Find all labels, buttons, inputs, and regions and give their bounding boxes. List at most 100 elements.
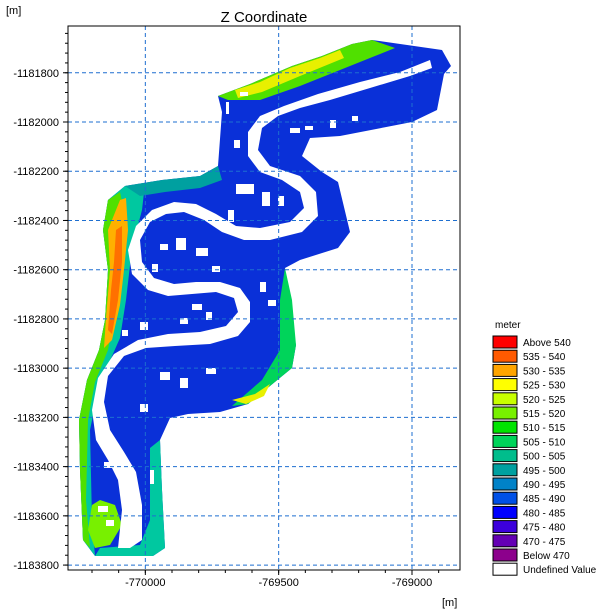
legend-swatch bbox=[492, 520, 518, 534]
legend-label: Undefined Value bbox=[523, 565, 597, 576]
legend-swatch bbox=[492, 449, 518, 463]
legend-label: 530 - 535 bbox=[523, 366, 566, 377]
bank-band-northwest bbox=[125, 166, 222, 196]
legend-label: 510 - 515 bbox=[523, 423, 566, 434]
y-tick-label: -1183200 bbox=[13, 412, 59, 424]
y-tick-label: -1182800 bbox=[13, 314, 59, 326]
building bbox=[236, 184, 254, 194]
legend-label: Below 470 bbox=[523, 551, 570, 562]
legend-label: 535 - 540 bbox=[523, 352, 566, 363]
x-tick-label: -769500 bbox=[258, 577, 298, 589]
legend-swatch bbox=[492, 548, 518, 562]
building bbox=[122, 330, 128, 336]
building bbox=[330, 120, 336, 128]
x-tick-label: -770000 bbox=[125, 577, 165, 589]
y-tick-labels: -1181800 -1182000 -1182200 -1182400 -1182600… bbox=[13, 68, 59, 572]
building bbox=[180, 378, 188, 388]
y-tick-label: -1182600 bbox=[13, 265, 59, 277]
legend-label: 495 - 500 bbox=[523, 466, 566, 477]
legend-swatch bbox=[492, 363, 518, 377]
building bbox=[160, 372, 170, 380]
legend-swatch bbox=[492, 392, 518, 406]
building bbox=[212, 266, 220, 272]
bank-band-west bbox=[79, 184, 145, 556]
plot-area: -1181800 -1182000 -1182200 -1182400 -1182600… bbox=[13, 25, 461, 589]
building bbox=[262, 192, 270, 206]
legend-label: 515 - 520 bbox=[523, 409, 566, 420]
legend-label: 525 - 530 bbox=[523, 381, 566, 392]
building bbox=[140, 404, 148, 412]
y-tick-label: -1183000 bbox=[13, 363, 59, 375]
y-tick-label: -1181800 bbox=[13, 68, 59, 80]
river-undefined bbox=[92, 60, 432, 548]
legend-label: 520 - 525 bbox=[523, 395, 566, 406]
legend-swatch bbox=[492, 420, 518, 434]
legend-swatch bbox=[492, 406, 518, 420]
building bbox=[150, 470, 154, 484]
bank-band-south bbox=[95, 440, 165, 556]
bank-band-north-yellow bbox=[235, 50, 344, 98]
building-footprints bbox=[98, 92, 358, 526]
legend-label: Above 540 bbox=[523, 338, 571, 349]
plot-frame bbox=[67, 25, 461, 571]
bank-band-south-green bbox=[88, 500, 122, 548]
building bbox=[234, 140, 240, 148]
building bbox=[106, 520, 114, 526]
building bbox=[140, 322, 148, 330]
legend-swatch bbox=[492, 477, 518, 491]
building bbox=[192, 304, 202, 310]
legend-swatch bbox=[492, 505, 518, 519]
terrain-map bbox=[79, 40, 451, 556]
building bbox=[104, 462, 112, 468]
building bbox=[290, 128, 300, 133]
chart-title: Z Coordinate bbox=[221, 9, 308, 26]
building bbox=[180, 318, 188, 324]
building bbox=[98, 506, 108, 512]
building bbox=[228, 210, 234, 222]
bank-band-west-peak bbox=[108, 226, 122, 334]
legend-label: 470 - 475 bbox=[523, 537, 566, 548]
legend-swatch bbox=[492, 491, 518, 505]
legend-title: meter bbox=[495, 320, 521, 331]
y-tick-label: -1182000 bbox=[13, 117, 59, 129]
building bbox=[240, 92, 248, 96]
building bbox=[226, 102, 229, 114]
building bbox=[260, 282, 266, 292]
legend-label: 490 - 495 bbox=[523, 480, 566, 491]
legend-label: 475 - 480 bbox=[523, 523, 566, 534]
legend-label: 485 - 490 bbox=[523, 494, 566, 505]
legend-label: 505 - 510 bbox=[523, 437, 566, 448]
building bbox=[176, 238, 186, 250]
legend-swatch bbox=[492, 434, 518, 448]
building bbox=[278, 196, 284, 206]
building bbox=[305, 126, 313, 130]
legend-swatch bbox=[492, 463, 518, 477]
y-axis-unit: [m] bbox=[6, 5, 21, 17]
legend-swatch bbox=[492, 335, 518, 349]
legend-label: 500 - 505 bbox=[523, 452, 566, 463]
legend: meter Above 540 535 - 540 530 - 535 525 - 5… bbox=[492, 320, 597, 576]
building bbox=[352, 116, 358, 121]
x-tick-labels: -770000 -769500 -769000 bbox=[125, 577, 432, 589]
building bbox=[206, 368, 216, 374]
terrain-domain bbox=[79, 40, 451, 556]
building bbox=[206, 312, 212, 320]
legend-swatch bbox=[492, 349, 518, 363]
x-tick-label: -769000 bbox=[392, 577, 432, 589]
legend-swatch bbox=[492, 534, 518, 548]
grid-lines bbox=[68, 26, 460, 570]
legend-items: Above 540 535 - 540 530 - 535 525 - 530 520 … bbox=[492, 335, 597, 576]
y-tick-label: -1183800 bbox=[13, 560, 59, 572]
y-tick-label: -1183600 bbox=[13, 511, 59, 523]
bank-band-east bbox=[232, 268, 296, 406]
y-tick-label: -1182200 bbox=[13, 166, 59, 178]
y-tick-label: -1183400 bbox=[13, 462, 59, 474]
building bbox=[268, 300, 276, 306]
y-tick-label: -1182400 bbox=[13, 215, 59, 227]
x-axis-unit: [m] bbox=[442, 597, 457, 609]
building bbox=[160, 244, 168, 250]
bank-band-east-yellow bbox=[232, 384, 270, 404]
legend-swatch bbox=[492, 378, 518, 392]
building bbox=[98, 424, 104, 434]
